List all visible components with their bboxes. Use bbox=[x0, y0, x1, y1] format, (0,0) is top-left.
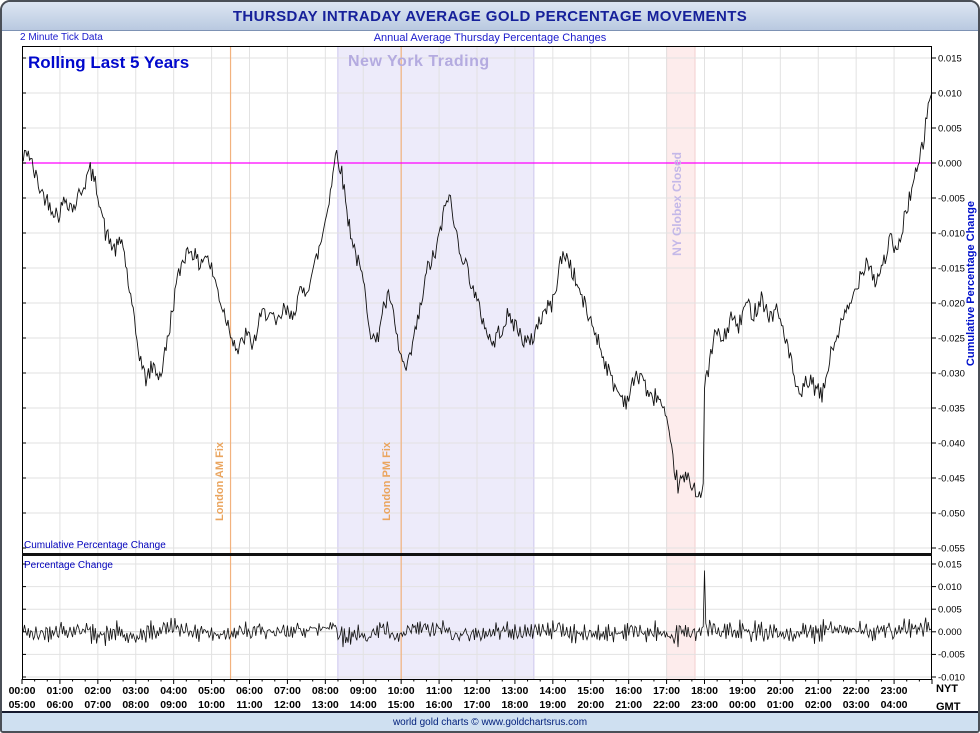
subtitle-row: 2 Minute Tick Data Annual Average Thursd… bbox=[2, 31, 978, 47]
x-tick-label-gmt: 23:00 bbox=[691, 699, 718, 711]
x-tick-label-nyt: 15:00 bbox=[577, 685, 604, 697]
x-tick-label-gmt: 06:00 bbox=[46, 699, 73, 711]
y-tick-label: 0.015 bbox=[938, 559, 962, 570]
x-tick-label-nyt: 01:00 bbox=[46, 685, 73, 697]
x-tick-label-nyt: 09:00 bbox=[350, 685, 377, 697]
y-tick-label: -0.025 bbox=[938, 333, 965, 344]
y-tick-label: -0.055 bbox=[938, 543, 965, 554]
y-tick-label: -0.010 bbox=[938, 672, 965, 683]
y-tick-label: -0.045 bbox=[938, 473, 965, 484]
x-tick-label-nyt: 07:00 bbox=[274, 685, 301, 697]
x-tick-label-gmt: 03:00 bbox=[843, 699, 870, 711]
x-tick-label-gmt: 04:00 bbox=[881, 699, 908, 711]
chart-area: 0.015 0.010 0.005 0.000 -0.005 -0.010 -0.015 -0… bbox=[2, 46, 978, 713]
x-tick-label-gmt: 11:00 bbox=[236, 699, 262, 711]
x-tick-label-gmt: 00:00 bbox=[729, 699, 756, 711]
y-tick-label: 0.010 bbox=[938, 88, 962, 99]
chart-subtitle: Annual Average Thursday Percentage Chang… bbox=[373, 32, 607, 44]
x-tick-label-gmt: 02:00 bbox=[805, 699, 832, 711]
right-axis-title: Cumulative Percentage Change bbox=[965, 201, 977, 367]
x-tick-label-nyt: 22:00 bbox=[843, 685, 870, 697]
percentage-panel-label: Percentage Change bbox=[24, 560, 113, 571]
x-tick-label-nyt: 02:00 bbox=[84, 685, 111, 697]
x-tick-label-gmt: 14:00 bbox=[350, 699, 377, 711]
ny-trading-band bbox=[337, 47, 534, 679]
x-tick-label-nyt: 06:00 bbox=[236, 685, 263, 697]
y-tick-label: -0.005 bbox=[938, 193, 965, 204]
x-tick-label-gmt: 20:00 bbox=[577, 699, 604, 711]
y-tick-label: -0.040 bbox=[938, 438, 965, 449]
cumulative-panel-label: Cumulative Percentage Change bbox=[24, 540, 166, 551]
x-tick-label-nyt: 05:00 bbox=[198, 685, 225, 697]
x-tick-label-gmt: 01:00 bbox=[767, 699, 794, 711]
change-series bbox=[21, 570, 933, 648]
nyt-axis-label: NYT bbox=[936, 683, 958, 695]
cumulative-series bbox=[21, 92, 933, 498]
x-tick-label-nyt: 03:00 bbox=[122, 685, 149, 697]
x-tick-label-gmt: 08:00 bbox=[122, 699, 149, 711]
x-tick-label-nyt: 04:00 bbox=[160, 685, 187, 697]
panel-divider bbox=[22, 553, 932, 556]
globex-closed-band bbox=[666, 47, 696, 679]
intraday-chart-svg: 0.015 0.010 0.005 0.000 -0.005 -0.010 -0.015 -0… bbox=[9, 46, 965, 711]
x-tick-label-gmt: 17:00 bbox=[464, 699, 491, 711]
y-tick-label: -0.030 bbox=[938, 368, 965, 379]
x-tick-label-gmt: 21:00 bbox=[615, 699, 642, 711]
x-tick-label-gmt: 09:00 bbox=[160, 699, 187, 711]
y-tick-label: -0.035 bbox=[938, 403, 965, 414]
globex-closed-label: NY Globex Closed bbox=[670, 152, 684, 256]
x-tick-label-nyt: 00:00 bbox=[9, 685, 36, 697]
ny-trading-session-label: New York Trading bbox=[348, 53, 490, 70]
london-am-fix-label: London AM Fix bbox=[214, 442, 226, 522]
x-tick-label-nyt: 17:00 bbox=[653, 685, 680, 697]
x-tick-label-nyt: 20:00 bbox=[767, 685, 794, 697]
x-tick-label-nyt: 11:00 bbox=[426, 685, 452, 697]
x-tick-label-nyt: 21:00 bbox=[805, 685, 832, 697]
y-tick-label: 0.000 bbox=[938, 627, 962, 638]
x-tick-label-nyt: 08:00 bbox=[312, 685, 339, 697]
y-tick-label: -0.015 bbox=[938, 263, 965, 274]
y-tick-label: -0.050 bbox=[938, 508, 965, 519]
footer: world gold charts © www.goldchartsrus.co… bbox=[2, 711, 978, 731]
x-tick-label-nyt: 16:00 bbox=[615, 685, 642, 697]
x-tick-label-nyt: 23:00 bbox=[881, 685, 908, 697]
x-tick-label-gmt: 07:00 bbox=[84, 699, 111, 711]
x-tick-label-gmt: 10:00 bbox=[198, 699, 225, 711]
y-tick-label: -0.010 bbox=[938, 228, 965, 239]
x-tick-label-gmt: 22:00 bbox=[653, 699, 680, 711]
x-tick-label-gmt: 16:00 bbox=[426, 699, 453, 711]
x-tick-label-gmt: 18:00 bbox=[501, 699, 528, 711]
rolling-period-label: Rolling Last 5 Years bbox=[28, 53, 190, 72]
x-tick-label-nyt: 14:00 bbox=[539, 685, 566, 697]
x-tick-label-nyt: 10:00 bbox=[388, 685, 415, 697]
x-tick-label-gmt: 13:00 bbox=[312, 699, 339, 711]
x-tick-label-gmt: 15:00 bbox=[388, 699, 415, 711]
x-tick-label-gmt: 19:00 bbox=[539, 699, 566, 711]
x-tick-label-gmt: 05:00 bbox=[9, 699, 36, 711]
y-tick-label: -0.020 bbox=[938, 298, 965, 309]
gmt-axis-label: GMT bbox=[936, 701, 961, 713]
chart-title: THURSDAY INTRADAY AVERAGE GOLD PERCENTAG… bbox=[232, 7, 748, 25]
y-tick-label: 0.005 bbox=[938, 605, 962, 616]
x-tick-label-nyt: 13:00 bbox=[501, 685, 528, 697]
y-tick-label: 0.000 bbox=[938, 158, 962, 169]
y-tick-label: 0.005 bbox=[938, 123, 962, 134]
x-tick-label-nyt: 18:00 bbox=[691, 685, 718, 697]
tick-data-note: 2 Minute Tick Data bbox=[20, 32, 103, 43]
y-tick-label: 0.010 bbox=[938, 582, 962, 593]
x-tick-label-nyt: 19:00 bbox=[729, 685, 756, 697]
london-pm-fix-label: London PM Fix bbox=[381, 442, 393, 521]
title-bar: THURSDAY INTRADAY AVERAGE GOLD PERCENTAG… bbox=[2, 2, 978, 31]
y-tick-label: 0.015 bbox=[938, 53, 962, 64]
x-tick-label-gmt: 12:00 bbox=[274, 699, 301, 711]
y-tick-label: -0.005 bbox=[938, 650, 965, 661]
copyright-text: world gold charts © www.goldchartsrus.co… bbox=[392, 716, 588, 728]
x-tick-label-nyt: 12:00 bbox=[464, 685, 491, 697]
